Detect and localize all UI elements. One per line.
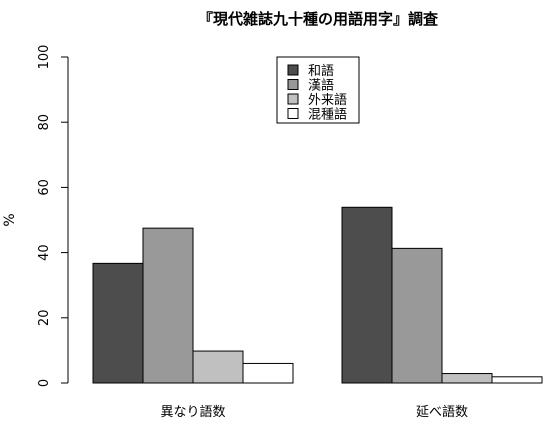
- y-axis: 0 20 40 60 80 100: [37, 45, 69, 387]
- legend-label: 和語: [308, 63, 334, 79]
- bar-2-1: [341, 206, 393, 384]
- bar-1-4: [242, 362, 294, 384]
- legend-swatch: [287, 108, 299, 119]
- y-tick-label: 60: [37, 179, 52, 196]
- legend-swatch: [287, 79, 299, 90]
- x-category-label: 延べ語数: [416, 404, 468, 420]
- bar-2-4: [491, 376, 543, 384]
- legend-swatch: [287, 93, 299, 105]
- legend-label: 漢語: [308, 78, 334, 94]
- x-axis-labels: 異なり語数 延べ語数: [160, 404, 468, 420]
- y-tick-label: 20: [37, 310, 52, 327]
- bar-1-2: [142, 227, 194, 384]
- bar-1-3: [192, 350, 244, 384]
- y-tick-label: 100: [37, 45, 52, 70]
- chart-title: 『現代雑誌九十種の用語用字』調査: [198, 10, 439, 28]
- legend-label: 外来語: [308, 92, 347, 108]
- legend-swatch: [287, 64, 299, 76]
- y-tick-label: 40: [37, 244, 52, 261]
- y-tick-label: 0: [37, 379, 52, 387]
- bar-2-2: [391, 247, 443, 384]
- bars: [92, 206, 543, 384]
- bar-1-1: [92, 262, 144, 384]
- bar-2-3: [441, 373, 493, 384]
- x-category-label: 異なり語数: [160, 404, 225, 420]
- legend-label: 混種語: [308, 107, 347, 123]
- y-tick-label: 80: [37, 114, 52, 131]
- y-axis-label: %: [2, 213, 18, 226]
